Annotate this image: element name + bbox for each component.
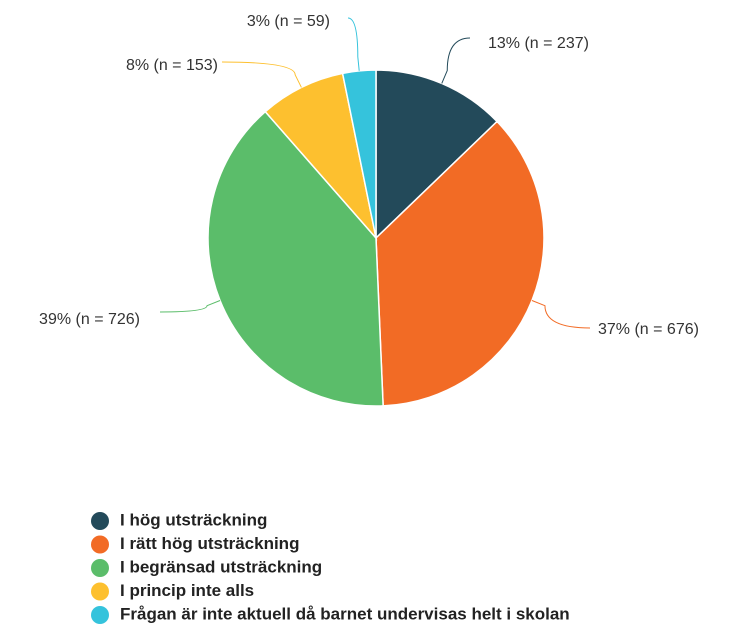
- slice-label: 3% (n = 59): [247, 13, 330, 30]
- leader-line: [441, 37, 471, 84]
- leader-line: [159, 300, 221, 313]
- slice-label: 8% (n = 153): [126, 57, 218, 74]
- pie-slice: [264, 72, 378, 241]
- pie-slice: [207, 110, 384, 407]
- legend-text: I rätt hög utsträckning: [120, 534, 299, 553]
- leader-line: [531, 300, 591, 329]
- leader-line: [221, 61, 302, 88]
- pie-slice: [375, 120, 545, 407]
- slice-label: 37% (n = 676): [598, 321, 699, 338]
- legend-text: Frågan är inte aktuell då barnet undervi…: [120, 604, 570, 623]
- legend-marker: [91, 606, 109, 624]
- pie-slice: [375, 69, 499, 240]
- leader-line: [347, 17, 360, 71]
- legend-marker: [91, 535, 109, 554]
- legend-text: I princip inte alls: [120, 581, 254, 600]
- legend-marker: [91, 512, 109, 530]
- slice-label: 39% (n = 726): [39, 311, 140, 328]
- slice-label: 13% (n = 237): [488, 35, 589, 52]
- legend-text: I hög utsträckning: [120, 510, 267, 529]
- legend-marker: [91, 582, 109, 601]
- legend-marker: [91, 559, 109, 577]
- legend-text: I begränsad utsträckning: [120, 557, 322, 576]
